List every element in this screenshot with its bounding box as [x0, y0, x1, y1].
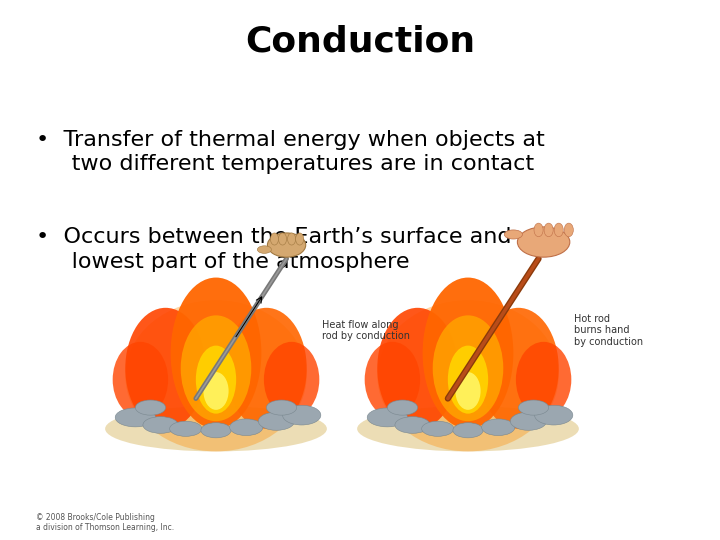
Ellipse shape	[453, 423, 483, 438]
Ellipse shape	[226, 308, 307, 429]
Ellipse shape	[377, 300, 559, 451]
Ellipse shape	[365, 342, 420, 417]
Ellipse shape	[544, 223, 553, 237]
Ellipse shape	[282, 406, 321, 425]
Ellipse shape	[204, 372, 229, 410]
Ellipse shape	[105, 406, 327, 451]
Ellipse shape	[171, 278, 261, 429]
Ellipse shape	[279, 233, 287, 245]
Ellipse shape	[478, 308, 559, 429]
Ellipse shape	[296, 233, 304, 245]
Ellipse shape	[287, 233, 296, 245]
Text: Hot rod
burns hand
by conduction: Hot rod burns hand by conduction	[574, 314, 643, 347]
Ellipse shape	[257, 246, 271, 253]
Ellipse shape	[115, 408, 156, 427]
Ellipse shape	[271, 233, 279, 245]
Ellipse shape	[266, 400, 297, 415]
Ellipse shape	[357, 406, 579, 451]
Ellipse shape	[201, 423, 231, 438]
Text: © 2008 Brooks/Cole Publishing
a division of Thomson Learning, Inc.: © 2008 Brooks/Cole Publishing a division…	[36, 512, 174, 532]
Text: •  Occurs between the Earth’s surface and
     lowest part of the atmosphere: • Occurs between the Earth’s surface and…	[36, 227, 511, 272]
Ellipse shape	[367, 408, 408, 427]
Ellipse shape	[267, 233, 306, 257]
Ellipse shape	[196, 346, 236, 414]
Ellipse shape	[554, 223, 563, 237]
Ellipse shape	[455, 372, 481, 410]
Ellipse shape	[482, 419, 515, 436]
Ellipse shape	[230, 419, 263, 436]
Ellipse shape	[258, 412, 294, 430]
Ellipse shape	[143, 417, 179, 433]
Ellipse shape	[448, 346, 488, 414]
Ellipse shape	[377, 308, 458, 429]
Ellipse shape	[125, 300, 307, 451]
Ellipse shape	[516, 342, 572, 417]
Ellipse shape	[135, 400, 166, 415]
Text: Conduction: Conduction	[245, 24, 475, 58]
Ellipse shape	[395, 417, 431, 433]
Ellipse shape	[113, 342, 168, 417]
Ellipse shape	[534, 223, 543, 237]
Ellipse shape	[422, 421, 454, 436]
Text: Heat flow along
rod by conduction: Heat flow along rod by conduction	[322, 320, 410, 341]
Ellipse shape	[387, 400, 418, 415]
Ellipse shape	[504, 230, 523, 239]
Ellipse shape	[170, 421, 202, 436]
Ellipse shape	[510, 412, 546, 430]
Ellipse shape	[564, 223, 573, 237]
Text: •  Transfer of thermal energy when objects at
     two different temperatures ar: • Transfer of thermal energy when object…	[36, 130, 545, 174]
Ellipse shape	[518, 227, 570, 257]
Ellipse shape	[534, 406, 573, 425]
Ellipse shape	[264, 342, 319, 417]
Ellipse shape	[518, 400, 549, 415]
Ellipse shape	[125, 308, 206, 429]
Ellipse shape	[433, 315, 503, 421]
Ellipse shape	[423, 278, 513, 429]
Ellipse shape	[181, 315, 251, 421]
